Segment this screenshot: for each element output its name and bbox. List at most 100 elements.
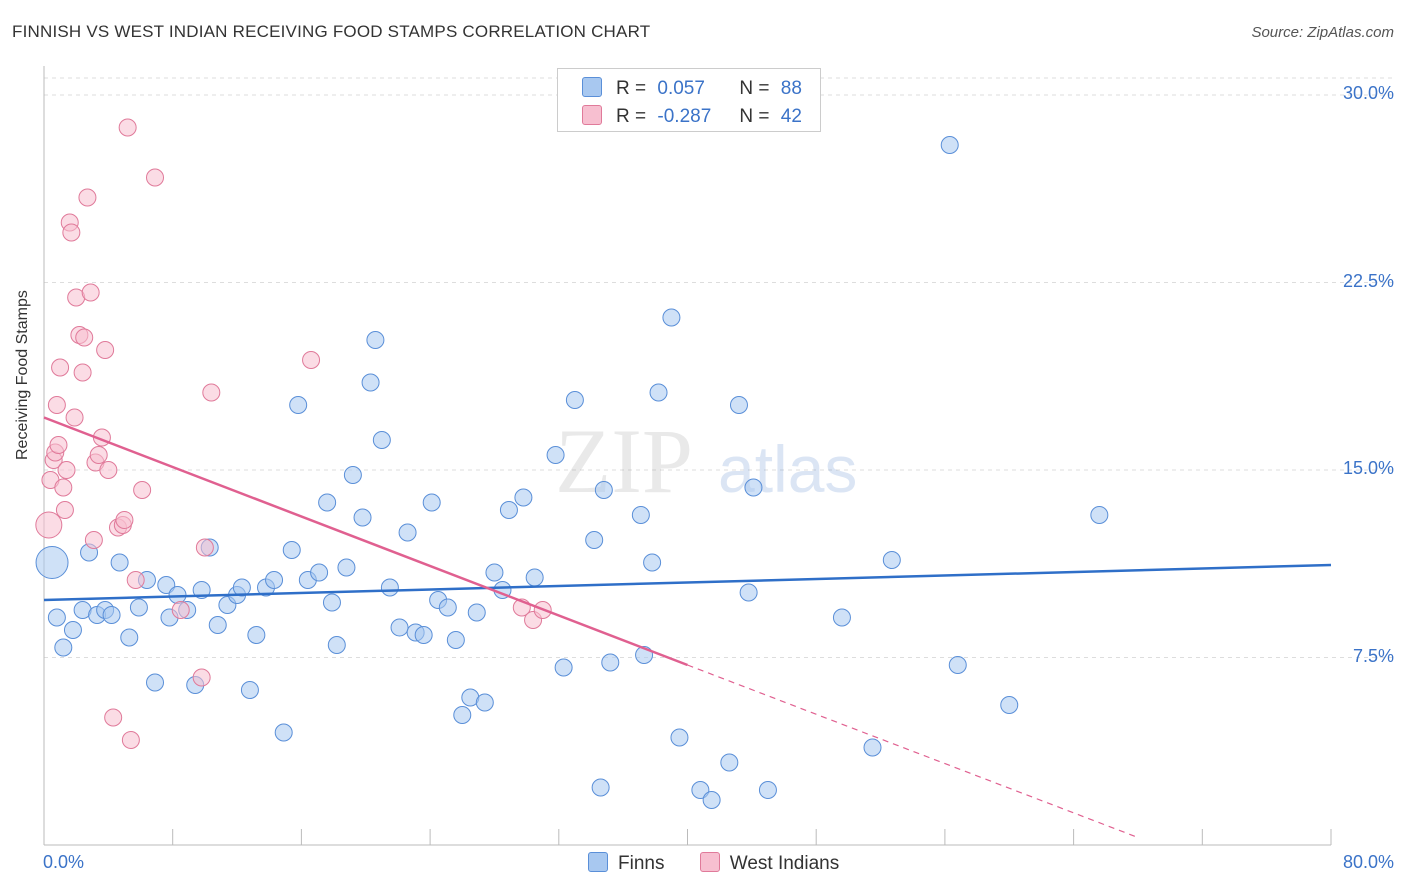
- y-tick-label: 22.5%: [1342, 270, 1394, 291]
- point-west-indians: [55, 501, 74, 519]
- trend-lines: [43, 416, 1332, 839]
- point-west-indians: [133, 481, 152, 499]
- point-finns: [882, 551, 901, 569]
- point-west-indians: [121, 731, 140, 749]
- point-finns: [353, 508, 372, 527]
- point-finns: [546, 446, 565, 464]
- point-west-indians: [99, 461, 118, 479]
- point-finns: [146, 673, 165, 692]
- point-west-indians: [115, 511, 134, 529]
- point-west-indians: [202, 383, 221, 402]
- point-finns: [366, 331, 385, 349]
- point-west-indians: [104, 708, 123, 727]
- legend-row-finns: R = 0.057 N = 88: [582, 77, 802, 101]
- point-finns: [240, 681, 259, 699]
- legend-r-value-finns: 0.057: [657, 78, 705, 99]
- point-finns: [265, 571, 284, 589]
- y-tick-label: 30.0%: [1342, 83, 1394, 103]
- source-label: Source: ZipAtlas.com: [1251, 24, 1394, 41]
- series-finns: [35, 136, 1109, 809]
- chart-title: FINNISH VS WEST INDIAN RECEIVING FOOD ST…: [12, 22, 651, 41]
- legend-swatch-west-indians: [699, 852, 720, 872]
- point-finns: [739, 583, 758, 602]
- point-finns: [758, 781, 777, 799]
- axes: [43, 66, 1332, 846]
- y-axis-label: Receiving Food Stamps: [14, 290, 31, 460]
- point-finns: [554, 658, 573, 677]
- stats-legend: R = 0.057 N = 88 R = -0.287 N = 42: [557, 68, 821, 132]
- point-finns: [467, 603, 486, 622]
- point-finns: [102, 606, 121, 624]
- point-west-indians: [47, 396, 66, 414]
- point-finns: [453, 706, 472, 724]
- point-finns: [649, 383, 668, 402]
- point-finns: [54, 638, 73, 657]
- legend-r-label: R =: [616, 106, 647, 127]
- point-finns: [63, 621, 82, 639]
- point-finns: [702, 791, 721, 809]
- legend-item-west-indians[interactable]: West Indians: [699, 852, 840, 875]
- legend-swatch-finns: [588, 852, 608, 872]
- legend-swatch-finns: [582, 77, 602, 97]
- legend-item-finns[interactable]: Finns: [588, 852, 664, 875]
- series-legend: Finns West Indians: [588, 852, 869, 875]
- gridlines: [44, 77, 1392, 658]
- point-west-indians: [84, 531, 103, 549]
- point-west-indians: [49, 436, 68, 454]
- point-finns: [591, 778, 610, 797]
- point-finns: [670, 728, 689, 747]
- x-tick-min: 0.0%: [43, 852, 85, 872]
- point-finns: [565, 391, 584, 409]
- point-finns: [343, 466, 362, 484]
- point-finns: [446, 631, 465, 649]
- point-finns: [525, 568, 544, 587]
- point-west-indians: [195, 538, 214, 557]
- point-finns: [499, 501, 518, 519]
- point-finns: [274, 723, 293, 742]
- point-west-indians: [96, 341, 115, 359]
- point-west-indians: [118, 118, 137, 137]
- x-tick-max: 80.0%: [1342, 852, 1394, 872]
- point-finns: [744, 478, 763, 497]
- point-finns: [631, 506, 650, 524]
- point-west-indians: [51, 358, 70, 377]
- point-west-indians: [146, 168, 165, 187]
- point-finns: [129, 598, 148, 617]
- point-finns: [120, 628, 139, 647]
- legend-label-finns: Finns: [618, 853, 665, 874]
- point-finns: [643, 553, 662, 572]
- point-west-indians: [89, 446, 108, 464]
- point-finns: [594, 481, 613, 499]
- point-west-indians: [75, 328, 94, 347]
- point-finns: [310, 563, 329, 582]
- watermark-zip: ZIP: [555, 410, 693, 512]
- point-finns: [361, 373, 380, 392]
- point-finns: [35, 546, 69, 579]
- point-west-indians: [57, 461, 76, 479]
- point-finns: [940, 136, 959, 154]
- point-finns: [948, 656, 967, 674]
- point-finns: [1090, 506, 1109, 524]
- point-finns: [282, 541, 301, 559]
- point-finns: [691, 781, 710, 799]
- point-finns: [720, 753, 739, 772]
- series-west-indians: [35, 118, 552, 749]
- point-finns: [372, 431, 391, 449]
- point-finns: [322, 593, 341, 612]
- point-finns: [475, 693, 494, 712]
- point-finns: [832, 608, 851, 627]
- point-west-indians: [126, 571, 145, 589]
- point-finns: [380, 578, 399, 597]
- point-west-indians: [65, 408, 84, 427]
- point-west-indians: [81, 283, 100, 302]
- point-finns: [729, 396, 748, 414]
- legend-swatch-west-indians: [582, 105, 602, 125]
- legend-n-label: N =: [739, 106, 770, 127]
- legend-n-value-west-indians: 42: [780, 106, 802, 127]
- legend-label-west-indians: West Indians: [729, 853, 840, 874]
- point-west-indians: [54, 478, 73, 497]
- point-finns: [1000, 696, 1019, 714]
- point-finns: [232, 578, 251, 597]
- point-west-indians: [62, 223, 81, 242]
- watermark: ZIP atlas: [555, 410, 857, 512]
